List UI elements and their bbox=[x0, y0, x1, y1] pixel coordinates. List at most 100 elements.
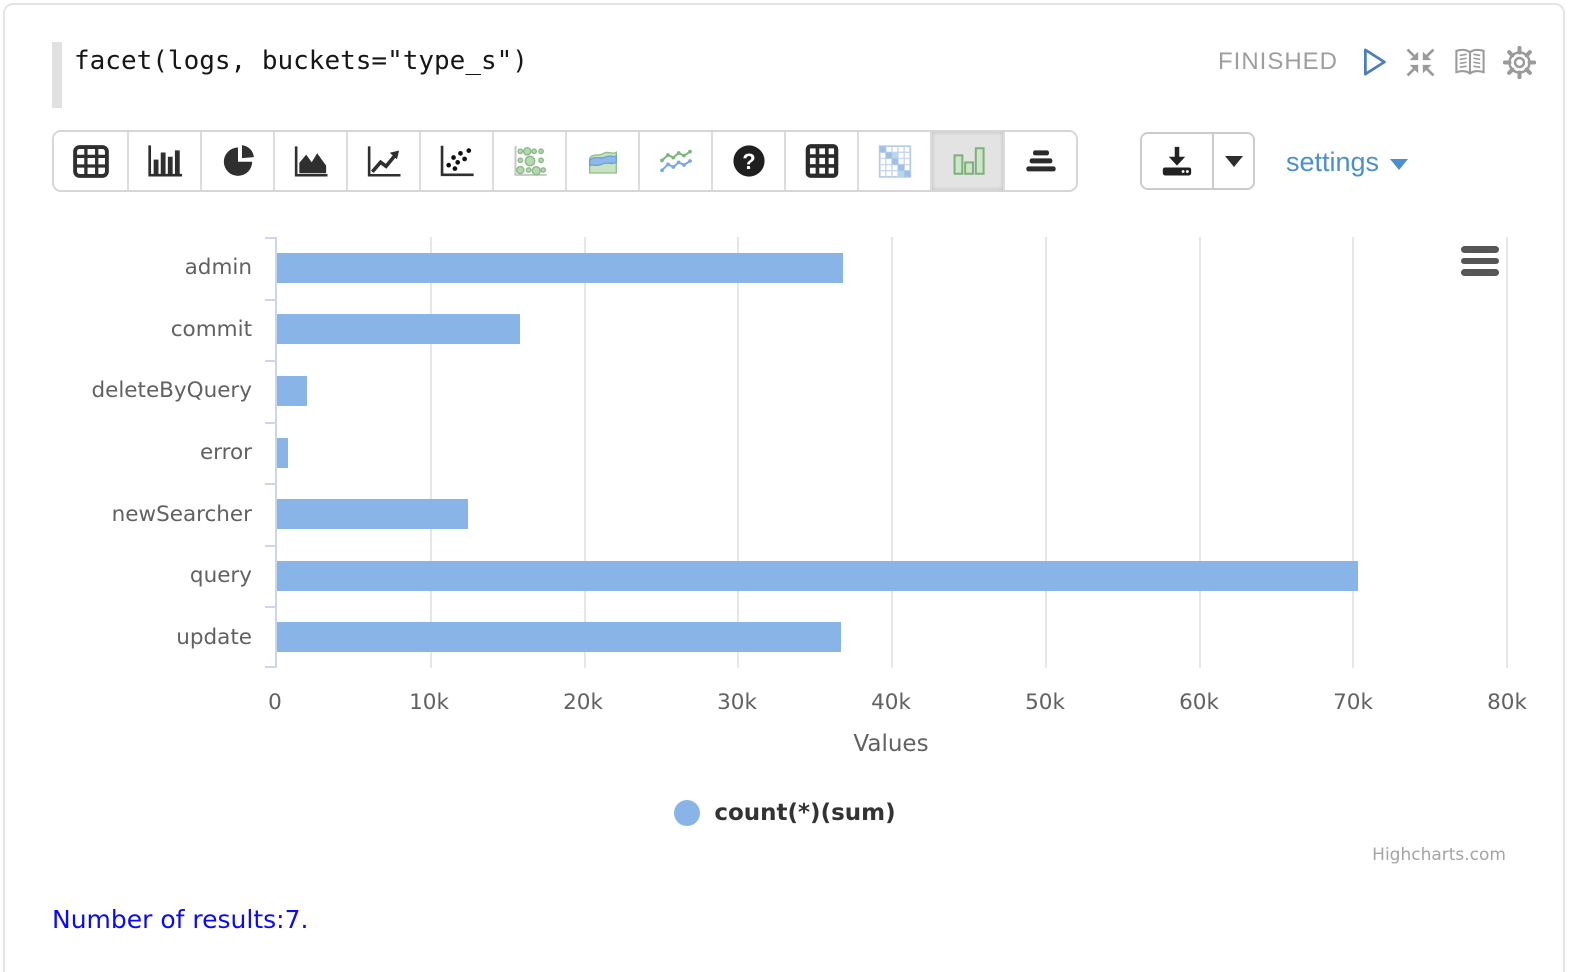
x-axis-title: Values bbox=[853, 731, 929, 757]
category-label: newSearcher bbox=[111, 501, 252, 527]
category-label: deleteByQuery bbox=[91, 378, 252, 404]
legend-item[interactable]: count(*)(sum) bbox=[674, 800, 896, 826]
gridline bbox=[737, 237, 740, 668]
gridline bbox=[583, 237, 586, 668]
paragraph-card-border bbox=[3, 3, 1565, 972]
bar-update bbox=[277, 622, 842, 653]
download-options-button[interactable] bbox=[1212, 134, 1253, 188]
table-icon bbox=[72, 144, 109, 178]
hamburger-menu-icon bbox=[1461, 257, 1499, 264]
legend-label: count(*)(sum) bbox=[714, 800, 896, 826]
paragraph-settings-button[interactable] bbox=[1503, 45, 1537, 79]
category-axis-labels: admin commit deleteByQuery error newSearcher… bbox=[0, 237, 252, 668]
pivot-grid-icon bbox=[805, 144, 838, 178]
caret-down-icon bbox=[1390, 159, 1409, 170]
value-axis-tick-label: 50k bbox=[1025, 690, 1065, 715]
value-axis-tick-label: 0 bbox=[268, 690, 282, 715]
run-button[interactable] bbox=[1360, 47, 1388, 77]
compress-icon bbox=[1406, 47, 1435, 77]
settings-link[interactable]: settings bbox=[1286, 147, 1409, 178]
chart-type-line-button[interactable] bbox=[346, 132, 419, 190]
gridline bbox=[1352, 237, 1355, 668]
chart-type-table-button[interactable] bbox=[54, 132, 127, 190]
chart-type-stacked-area-button[interactable] bbox=[565, 132, 638, 190]
chart-type-scatter-button[interactable] bbox=[419, 132, 492, 190]
help-icon: ? bbox=[732, 145, 765, 177]
multi-line-chart-icon bbox=[659, 149, 692, 173]
hamburger-menu-icon bbox=[1461, 246, 1499, 253]
pie-chart-icon bbox=[223, 145, 254, 176]
status-badge: FINISHED bbox=[1218, 48, 1339, 75]
plot-area bbox=[265, 237, 1508, 668]
chart-type-column-button[interactable] bbox=[930, 132, 1003, 190]
chart-type-help-button[interactable]: ? bbox=[711, 132, 784, 190]
download-split-button bbox=[1140, 132, 1255, 190]
chart-type-horizontal-bars-button[interactable] bbox=[1003, 132, 1076, 190]
value-axis-tick-label: 60k bbox=[1179, 690, 1219, 715]
bar-error bbox=[277, 437, 288, 468]
value-axis-tick-label: 10k bbox=[409, 690, 449, 715]
play-icon bbox=[1363, 48, 1386, 76]
category-label: query bbox=[189, 563, 252, 589]
value-axis-tick-label: 30k bbox=[717, 690, 757, 715]
bar-newSearcher bbox=[277, 499, 468, 530]
gridline bbox=[1044, 237, 1047, 668]
category-axis-tick bbox=[265, 299, 275, 301]
bar-commit bbox=[277, 314, 520, 345]
download-icon bbox=[1162, 146, 1192, 176]
bar-query bbox=[277, 560, 1358, 591]
category-axis-tick bbox=[265, 483, 275, 485]
chart-type-heatmap-button[interactable] bbox=[857, 132, 930, 190]
value-axis-tick-label: 20k bbox=[563, 690, 603, 715]
category-label: admin bbox=[184, 255, 252, 281]
result-count-text: Number of results:7. bbox=[52, 905, 309, 934]
category-axis-tick bbox=[265, 422, 275, 424]
svg-text:?: ? bbox=[742, 149, 755, 174]
category-axis-tick bbox=[265, 237, 275, 239]
gridline bbox=[891, 237, 893, 668]
bubble-chart-icon bbox=[513, 145, 547, 176]
chart-type-pie-button[interactable] bbox=[200, 132, 273, 190]
category-label: commit bbox=[170, 316, 252, 342]
editor-gutter bbox=[52, 42, 62, 108]
column-chart-icon bbox=[953, 147, 985, 175]
hamburger-menu-icon bbox=[1461, 269, 1499, 276]
value-axis-tick-label: 80k bbox=[1487, 690, 1527, 715]
chart-type-area-button[interactable] bbox=[273, 132, 346, 190]
show-editor-button[interactable] bbox=[1453, 47, 1487, 77]
code-editor-line[interactable]: facet(logs, buckets="type_s") bbox=[74, 46, 528, 76]
value-axis-tick-label: 70k bbox=[1333, 690, 1373, 715]
bar-admin bbox=[277, 252, 843, 283]
chart-type-bar-button[interactable] bbox=[127, 132, 200, 190]
bar-deleteByQuery bbox=[277, 375, 307, 406]
category-label: error bbox=[199, 439, 252, 465]
category-axis-tick bbox=[265, 360, 275, 362]
highcharts-credit[interactable]: Highcharts.com bbox=[1372, 845, 1506, 865]
heatmap-icon bbox=[878, 144, 911, 178]
settings-label: settings bbox=[1286, 147, 1380, 177]
bar-chart-icon bbox=[147, 145, 182, 177]
area-chart-icon bbox=[294, 145, 327, 177]
book-icon bbox=[1455, 48, 1485, 75]
paragraph-controls: FINISHED bbox=[1218, 42, 1537, 82]
line-chart-icon bbox=[367, 145, 400, 177]
value-axis-labels: 0 10k 20k 30k 40k 50k 60k 70k 80k bbox=[268, 690, 1527, 718]
gridline bbox=[1198, 237, 1201, 668]
stacked-area-icon bbox=[588, 151, 617, 174]
value-axis-tick-label: 40k bbox=[871, 690, 911, 715]
chart-type-toolbar: ? bbox=[52, 130, 1078, 192]
chart-type-pivot-grid-button[interactable] bbox=[784, 132, 857, 190]
category-axis-tick bbox=[265, 545, 275, 547]
gridline bbox=[429, 237, 432, 668]
chart-context-menu-button[interactable] bbox=[1461, 246, 1499, 276]
download-button[interactable] bbox=[1142, 134, 1212, 188]
gridline bbox=[1506, 237, 1508, 668]
scatter-plot-icon bbox=[440, 145, 474, 177]
chart-type-bubble-button[interactable] bbox=[492, 132, 565, 190]
collapse-button[interactable] bbox=[1404, 46, 1437, 79]
chart-type-multi-line-button[interactable] bbox=[638, 132, 711, 190]
horizontal-bars-icon bbox=[1025, 150, 1056, 172]
legend: count(*)(sum) bbox=[0, 800, 1570, 826]
category-axis-tick bbox=[265, 666, 275, 668]
